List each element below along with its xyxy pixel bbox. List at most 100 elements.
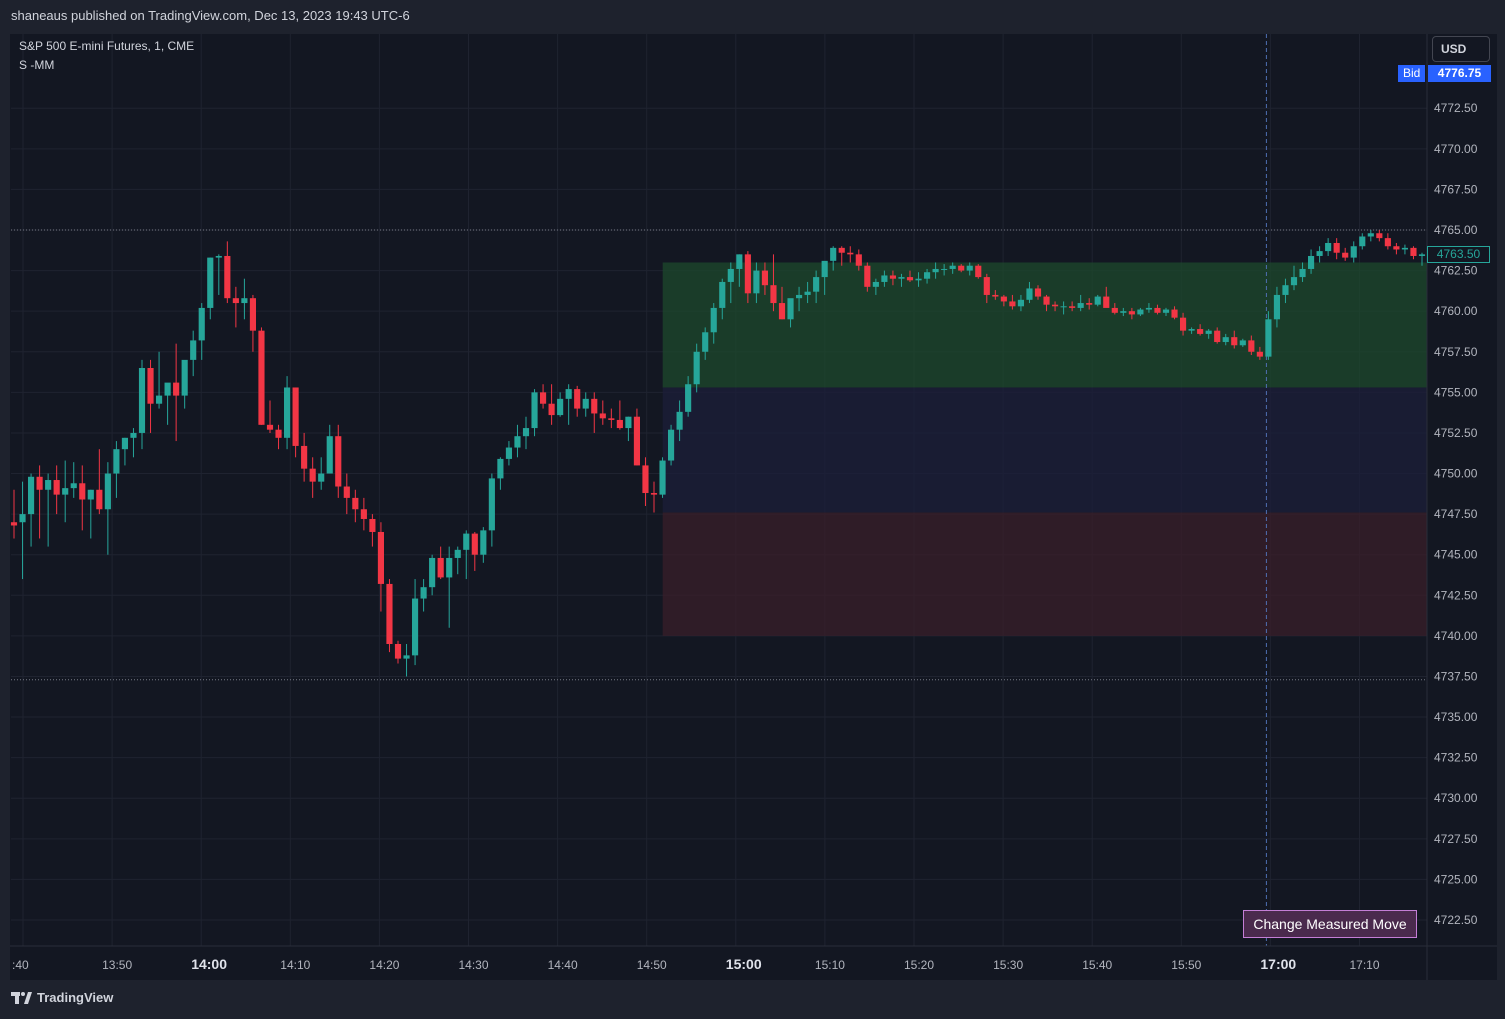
candle <box>369 518 376 532</box>
x-tick-label: 15:40 <box>1082 958 1112 972</box>
candle <box>616 419 623 429</box>
candle <box>488 478 495 531</box>
candle <box>1359 236 1366 247</box>
y-tick-label: 4757.50 <box>1434 345 1478 359</box>
candle <box>1086 303 1093 305</box>
candle <box>898 277 905 279</box>
candle <box>403 655 410 659</box>
tradingview-logo-icon <box>11 991 32 1004</box>
candle <box>1316 251 1323 256</box>
candle <box>70 483 77 489</box>
change-measured-move-button[interactable]: Change Measured Move <box>1243 910 1417 938</box>
y-tick-label: 4770.00 <box>1434 142 1478 156</box>
publish-bar: shaneaus published on TradingView.com, D… <box>0 0 1505 34</box>
candlestick-chart[interactable]: 4772.50 4770.00 4767.50 4765.00 4762.50 4760.… <box>10 34 1497 980</box>
y-tick-label: 4772.50 <box>1434 101 1478 115</box>
x-tick-label: 13:50 <box>102 958 132 972</box>
candle <box>872 281 879 287</box>
candle <box>1384 238 1391 247</box>
candle <box>753 270 760 294</box>
candle <box>130 432 137 438</box>
candle <box>164 382 171 396</box>
candle <box>804 291 811 295</box>
candle <box>727 268 734 282</box>
candle <box>650 493 658 495</box>
candle <box>591 398 598 414</box>
candle <box>548 403 555 416</box>
candle <box>497 458 504 479</box>
candle <box>1299 268 1306 278</box>
candle <box>1256 351 1263 357</box>
candle <box>1179 317 1187 331</box>
symbol-title[interactable]: S&P 500 E-mini Futures, 1, CME <box>19 39 195 53</box>
y-tick-label: 4735.00 <box>1434 710 1478 724</box>
candle <box>1043 296 1050 305</box>
candle <box>770 285 777 304</box>
candle <box>966 265 973 271</box>
candle <box>1162 309 1170 313</box>
candle <box>941 268 948 270</box>
candle <box>147 368 154 404</box>
candle <box>889 275 897 279</box>
candle <box>1205 330 1212 334</box>
candle <box>633 416 641 466</box>
currency-button[interactable]: USD <box>1432 36 1490 62</box>
x-tick-label: :40 <box>12 958 29 972</box>
candle <box>983 277 990 295</box>
candle <box>1418 254 1426 256</box>
candle <box>992 294 999 297</box>
candle <box>539 392 547 404</box>
tradingview-logo[interactable]: TradingView <box>11 990 113 1005</box>
candle <box>10 522 18 526</box>
candle <box>198 307 205 341</box>
candle <box>1145 307 1153 310</box>
candle <box>454 549 461 558</box>
candle <box>719 281 726 308</box>
candle <box>138 368 146 433</box>
candle <box>625 416 632 429</box>
x-tick-label: 17:00 <box>1260 956 1296 972</box>
x-tick-label: 14:40 <box>548 958 578 972</box>
candle <box>1393 246 1400 250</box>
candle <box>249 298 257 331</box>
y-tick-label: 4755.00 <box>1434 385 1478 399</box>
y-tick-label: 4745.00 <box>1434 548 1478 562</box>
candle <box>1265 319 1272 357</box>
candle <box>1333 242 1340 253</box>
candle <box>19 514 26 523</box>
candle <box>1051 304 1059 307</box>
candle <box>1231 337 1238 346</box>
candle <box>958 265 965 271</box>
candle <box>710 307 717 333</box>
candle <box>915 278 922 281</box>
candle <box>702 332 709 352</box>
candle <box>1239 340 1246 346</box>
candle <box>514 436 521 448</box>
candle <box>471 533 478 555</box>
candle <box>463 533 470 550</box>
candle <box>326 436 333 474</box>
candle <box>821 260 828 278</box>
candle <box>1103 296 1110 308</box>
candle <box>36 476 43 490</box>
candle <box>1325 242 1332 252</box>
candle <box>386 583 393 644</box>
indicator-name[interactable]: S -MM <box>19 58 55 72</box>
candle <box>437 557 444 578</box>
candle <box>1248 340 1255 352</box>
y-tick-label: 4767.50 <box>1434 182 1478 196</box>
x-tick-label: 17:10 <box>1350 958 1380 972</box>
candle <box>659 460 666 495</box>
y-tick-label: 4760.00 <box>1434 304 1478 318</box>
candle <box>104 473 111 510</box>
candle <box>1410 247 1417 256</box>
candle <box>1273 294 1281 320</box>
measured-move-profit-zone <box>662 262 1427 388</box>
candle <box>121 437 129 450</box>
candle <box>429 557 436 588</box>
candle <box>881 275 888 282</box>
candle <box>1350 246 1357 258</box>
candle <box>1401 247 1409 250</box>
y-tick-label: 4752.50 <box>1434 426 1478 440</box>
chart-area[interactable]: 4772.50 4770.00 4767.50 4765.00 4762.50 4760.… <box>10 34 1497 980</box>
